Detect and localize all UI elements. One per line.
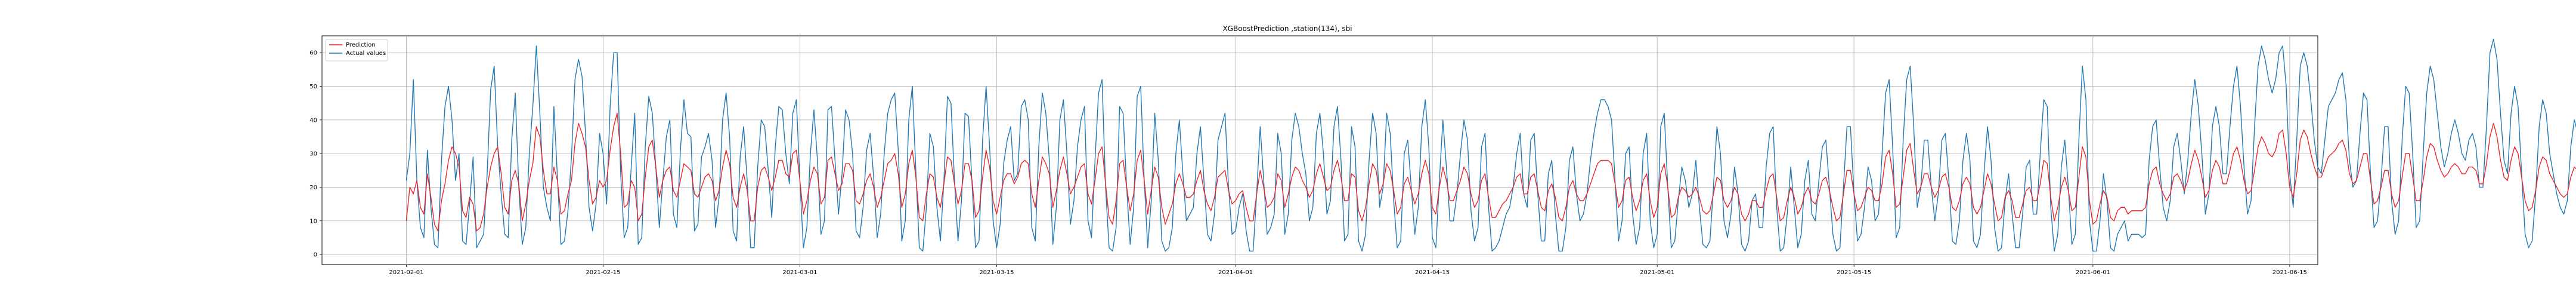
x-tick-label: 2021-05-01 — [1640, 269, 1674, 276]
plot-area — [321, 35, 2318, 265]
legend-label: Actual values — [346, 50, 386, 57]
y-tick-label: 30 — [309, 151, 317, 158]
axis-ticks: 2021-02-01 2021-02-15 2021-03-01 2021-03-15… — [309, 50, 2307, 276]
y-tick-label: 40 — [309, 117, 317, 124]
series-line-prediction — [405, 112, 2576, 232]
chart-title: XGBoostPrediction ,station(134), sbi — [1222, 24, 1352, 33]
y-tick-label: 10 — [309, 218, 317, 225]
y-tick-label: 0 — [314, 252, 317, 259]
legend-label: Prediction — [346, 42, 376, 48]
legend: Prediction Actual values — [325, 39, 388, 62]
x-tick-label: 2021-06-15 — [2272, 269, 2307, 276]
y-tick-label: 20 — [309, 185, 317, 191]
series-line-actual-values — [405, 38, 2576, 252]
x-tick-label: 2021-03-01 — [782, 269, 817, 276]
x-tick-label: 2021-04-01 — [1218, 269, 1253, 276]
series-lines — [405, 38, 2576, 252]
x-tick-label: 2021-02-01 — [389, 269, 423, 276]
y-tick-label: 50 — [309, 84, 317, 90]
x-tick-label: 2021-05-15 — [1837, 269, 1871, 276]
x-tick-label: 2021-06-01 — [2076, 269, 2110, 276]
y-tick-label: 60 — [309, 50, 317, 57]
x-tick-label: 2021-03-15 — [979, 269, 1014, 276]
x-tick-label: 2021-02-15 — [586, 269, 620, 276]
x-tick-label: 2021-04-15 — [1415, 269, 1450, 276]
